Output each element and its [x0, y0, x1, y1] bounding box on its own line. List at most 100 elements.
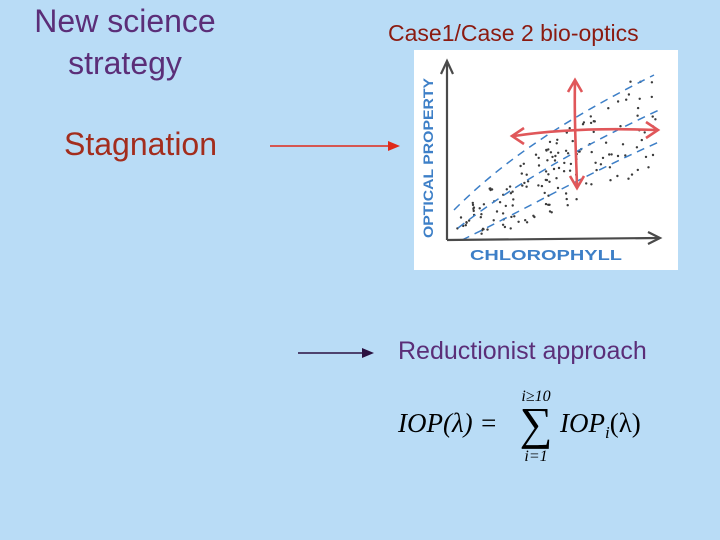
scatter-dot — [513, 215, 516, 218]
scatter-dot — [508, 185, 512, 188]
scatter-dot — [590, 183, 593, 186]
scatter-dot — [534, 153, 538, 156]
scatter-dots — [456, 80, 657, 235]
reductionist-approach-label: Reductionist approach — [398, 337, 647, 365]
scatter-dot — [464, 224, 467, 227]
scatter-dot — [566, 152, 570, 155]
red-up-arrowhead — [566, 77, 584, 93]
new-science-line1: New science — [34, 3, 216, 39]
scatter-dot — [545, 149, 548, 152]
scatter-dot — [482, 203, 486, 206]
scatter-dot — [650, 95, 653, 99]
scatter-dot — [489, 187, 492, 190]
scatter-dot — [619, 125, 622, 128]
scatter-dot — [607, 107, 610, 110]
stagnation-label: Stagnation — [64, 126, 218, 162]
scatter-dot — [511, 204, 514, 207]
scatter-dot — [650, 81, 654, 84]
scatter-dot — [498, 201, 502, 204]
scatter-dot — [517, 220, 520, 223]
scatter-dot — [562, 170, 566, 173]
scatter-dot — [590, 150, 593, 154]
scatter-dot — [569, 162, 573, 166]
scatter-dot — [651, 115, 654, 118]
scatter-dot — [609, 179, 612, 182]
formula-term-subscript: i — [605, 423, 610, 442]
scatter-dot — [548, 140, 552, 144]
scatter-dot — [511, 190, 514, 193]
bio-optics-sketch: CHLOROPHYLL OPTICAL PROPERTY — [414, 50, 678, 270]
scatter-dot — [549, 151, 553, 154]
scatter-dot — [589, 115, 592, 118]
scatter-dot — [550, 211, 553, 214]
x-axis-label: CHLOROPHYLL — [470, 247, 622, 264]
stagnation-arrow — [270, 141, 400, 151]
scatter-dot — [627, 177, 630, 180]
scatter-dot — [523, 181, 526, 185]
x-axis-line — [446, 236, 659, 242]
scatter-dot — [592, 130, 595, 134]
scatter-dot — [557, 166, 561, 170]
new-science-strategy-label: New science strategy — [0, 0, 250, 84]
case-title: Case1/Case 2 bio-optics — [388, 20, 639, 46]
y-axis-label: OPTICAL PROPERTY — [420, 77, 436, 238]
scatter-dot — [557, 151, 560, 154]
scatter-dot — [547, 203, 550, 206]
scatter-dot — [551, 155, 554, 159]
scatter-dot — [546, 159, 549, 162]
scatter-dot — [644, 155, 648, 159]
scatter-dot — [651, 153, 655, 157]
scatter-dot — [519, 164, 522, 168]
red-vertical-arrow — [573, 81, 579, 187]
scatter-dot — [471, 203, 475, 207]
scatter-dot — [492, 219, 495, 222]
scatter-dot — [636, 106, 640, 110]
scatter-dot — [544, 202, 548, 206]
scatter-dot — [521, 184, 524, 187]
scatter-dot — [636, 114, 639, 117]
scatter-dot — [522, 162, 525, 165]
scatter-dot — [540, 184, 544, 188]
scatter-dot — [509, 192, 513, 195]
scatter-dot — [627, 93, 631, 96]
dashed-trend-upper — [453, 74, 655, 211]
scatter-dot — [635, 146, 639, 149]
scatter-dot — [478, 207, 481, 210]
sketch-svg: CHLOROPHYLL OPTICAL PROPERTY — [420, 58, 663, 264]
scatter-dot — [582, 121, 586, 124]
scatter-dot — [465, 221, 468, 224]
scatter-dot — [630, 173, 634, 176]
scatter-dot — [547, 148, 550, 151]
scatter-dot — [471, 201, 474, 205]
scatter-dot — [537, 184, 540, 187]
scatter-dot — [604, 141, 608, 144]
formula-lower-limit: i=1 — [524, 448, 547, 465]
scatter-dot — [501, 223, 505, 226]
scatter-dot — [568, 127, 571, 130]
scatter-dot — [563, 161, 566, 165]
scatter-dot — [581, 123, 585, 126]
scatter-dot — [547, 173, 550, 176]
red-left-arrowhead — [509, 126, 525, 146]
scatter-dot — [501, 212, 505, 215]
scatter-dot — [480, 213, 483, 216]
scatter-dot — [503, 225, 507, 229]
scatter-dot — [564, 149, 568, 152]
scatter-dot — [525, 185, 528, 188]
scatter-dot — [524, 219, 527, 222]
formula-lhs: IOP(λ) = — [397, 408, 498, 438]
scatter-dot — [505, 188, 508, 191]
scatter-dot — [564, 192, 568, 195]
scatter-dot — [556, 138, 559, 141]
scatter-dot — [616, 174, 619, 178]
scatter-dot — [625, 98, 628, 101]
scatter-dot — [520, 172, 523, 175]
scatter-dot — [621, 143, 625, 146]
strategy-arrow — [298, 348, 374, 358]
scatter-dot — [608, 153, 611, 156]
scatter-dot — [575, 198, 578, 201]
scatter-dot — [616, 100, 620, 103]
scatter-dot — [479, 216, 482, 219]
iop-sum-formula: i≥10 IOP(λ) = ∑ i=1 IOPi(λ) — [397, 388, 641, 465]
